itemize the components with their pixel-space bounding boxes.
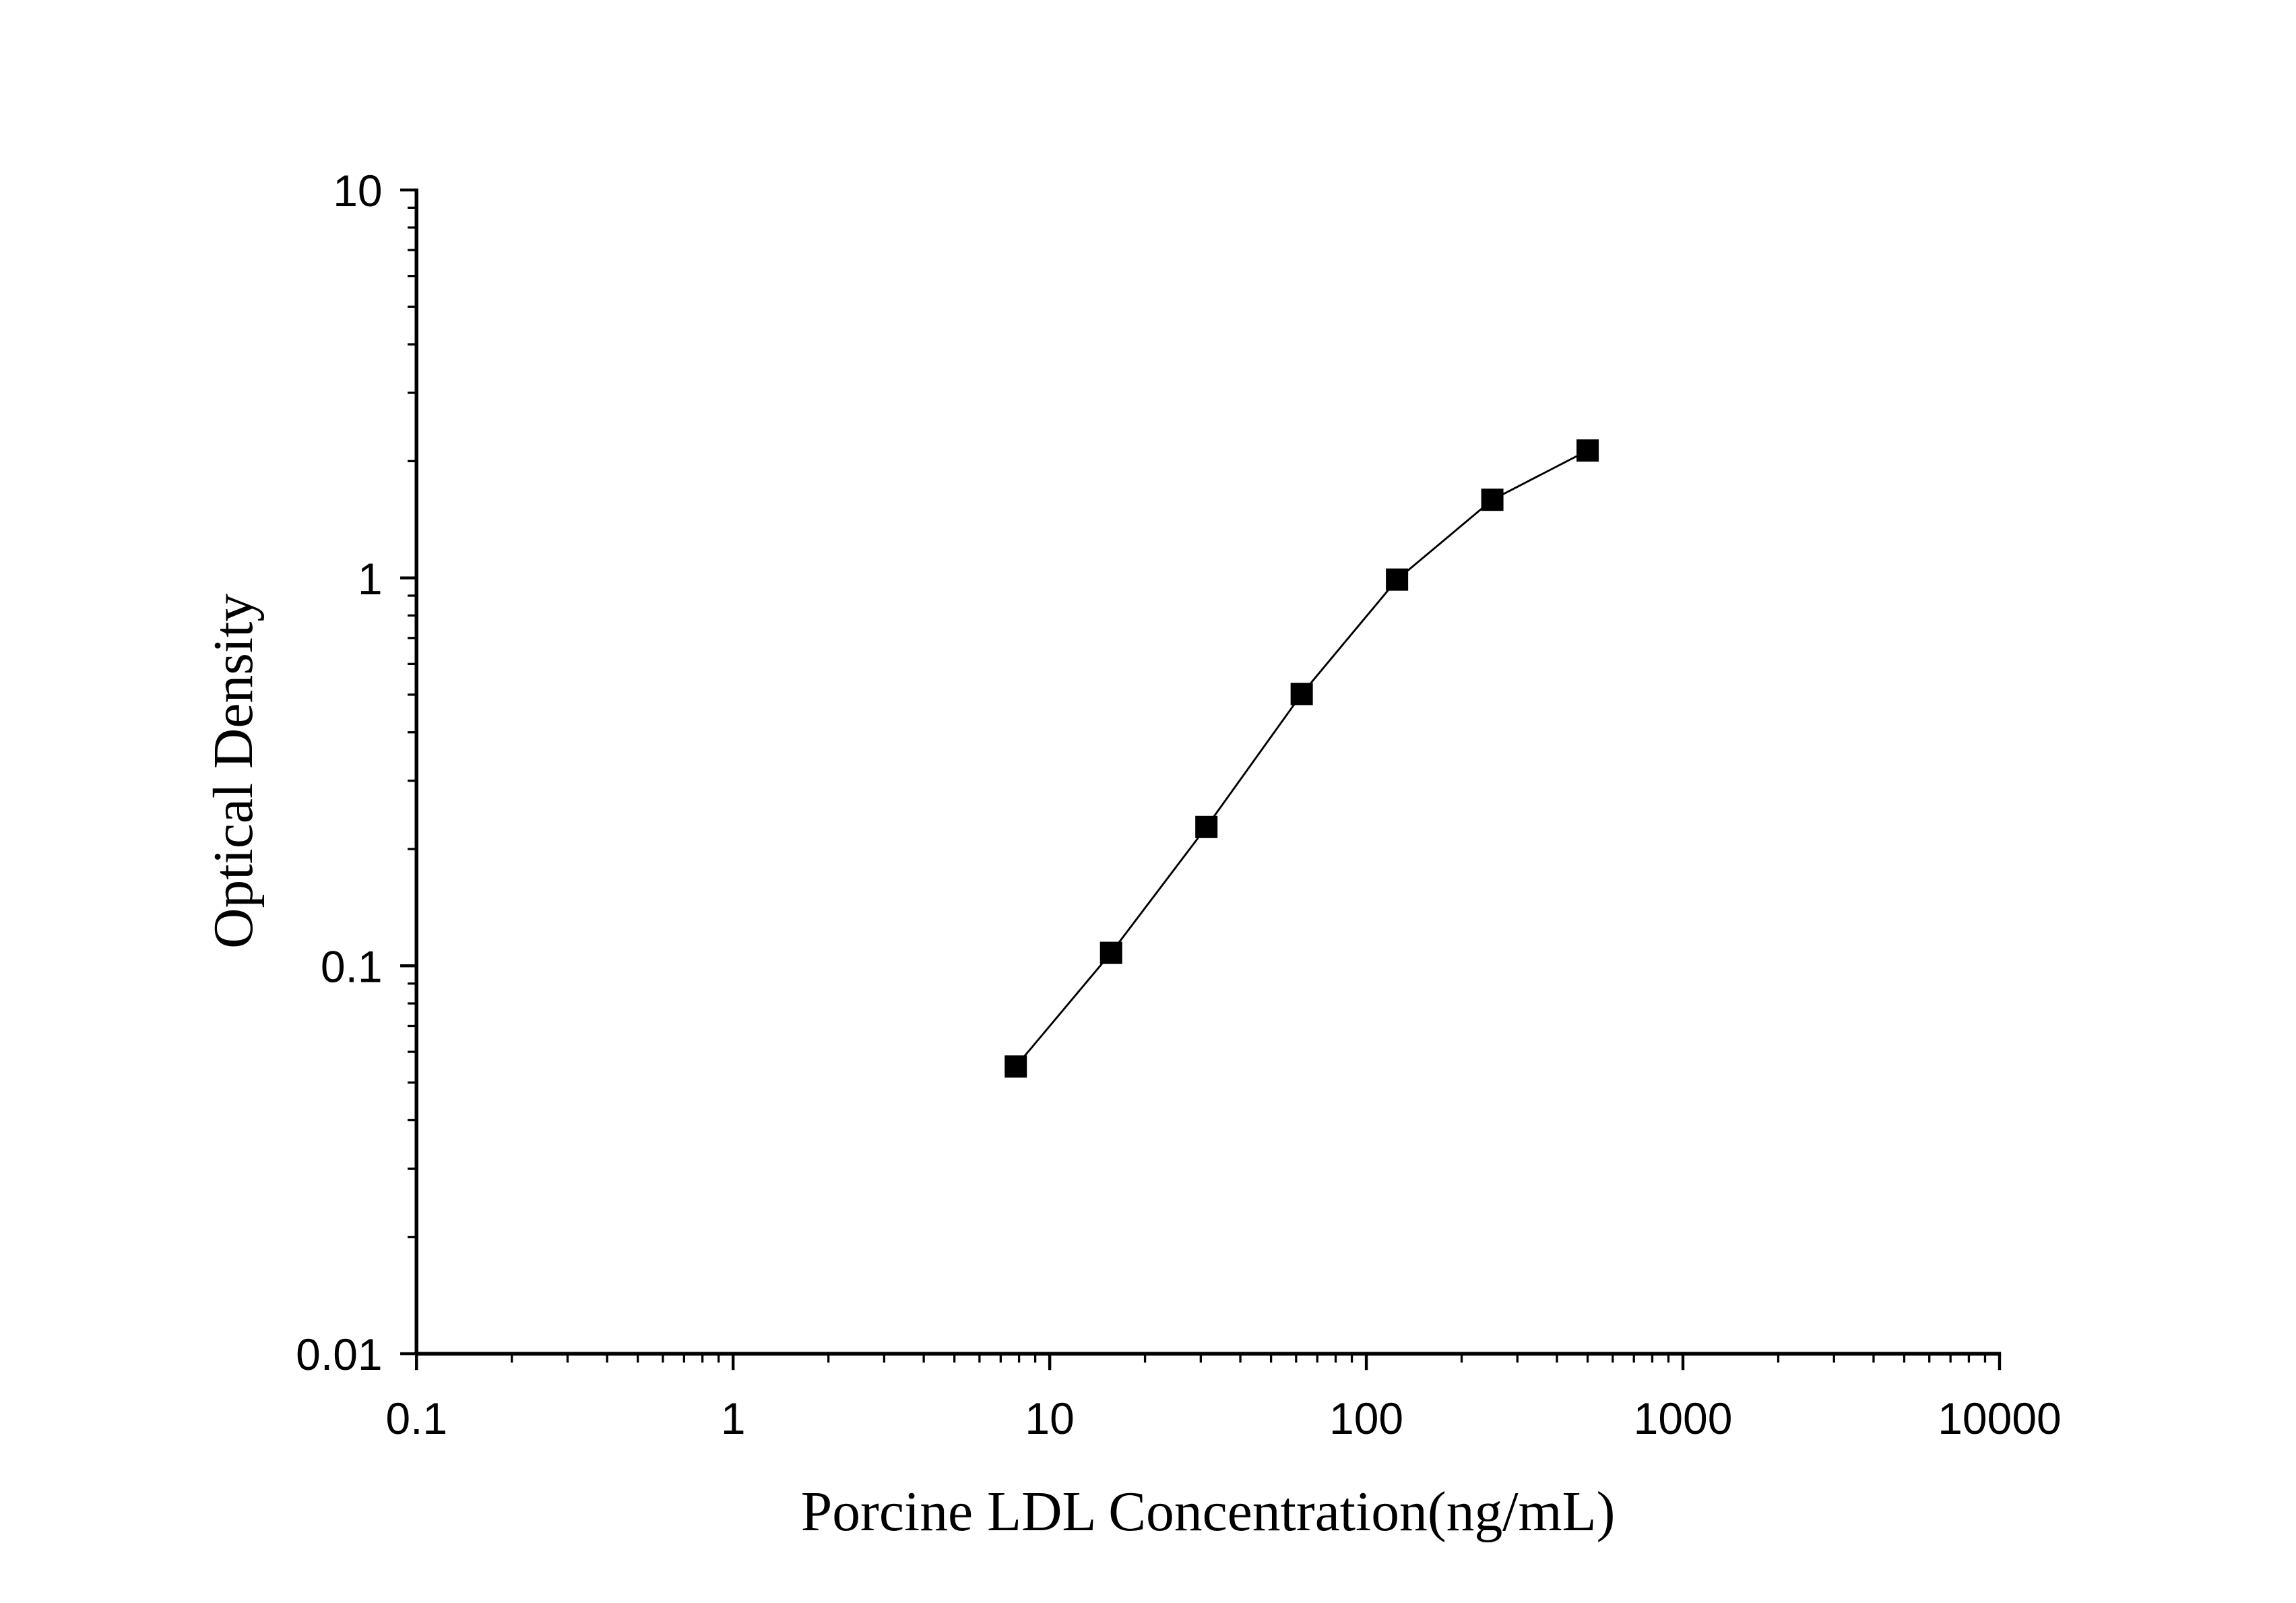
x-tick-label: 1: [721, 1393, 746, 1443]
x-tick-label: 10000: [1938, 1393, 2062, 1443]
y-tick-label: 0.01: [296, 1329, 382, 1379]
y-tick-labels: 0.01 0.1 1 10: [296, 166, 382, 1379]
y-tick-label: 1: [358, 554, 383, 604]
axes: [400, 188, 2002, 1371]
series-line: [1015, 449, 1589, 1067]
series: [1004, 439, 1599, 1078]
data-point: [1195, 815, 1218, 838]
data-point: [1290, 683, 1313, 705]
x-tick-label: 10: [1025, 1393, 1074, 1443]
x-tick-label: 100: [1329, 1393, 1403, 1443]
data-point: [1099, 941, 1122, 964]
x-tick-labels: 0.1 1 10 100 1000 10000: [385, 1393, 2061, 1443]
data-point: [1386, 568, 1409, 591]
y-tick-label: 0.1: [321, 942, 383, 992]
data-point: [1004, 1055, 1027, 1078]
x-tick-label: 0.1: [385, 1393, 447, 1443]
y-axis-title: Optical Density: [203, 594, 265, 949]
y-tick-label: 10: [333, 166, 382, 216]
data-point: [1576, 439, 1599, 462]
x-tick-label: 1000: [1634, 1393, 1733, 1443]
x-axis-title: Porcine LDL Concentration(ng/mL): [801, 1481, 1616, 1543]
data-point: [1481, 489, 1504, 511]
